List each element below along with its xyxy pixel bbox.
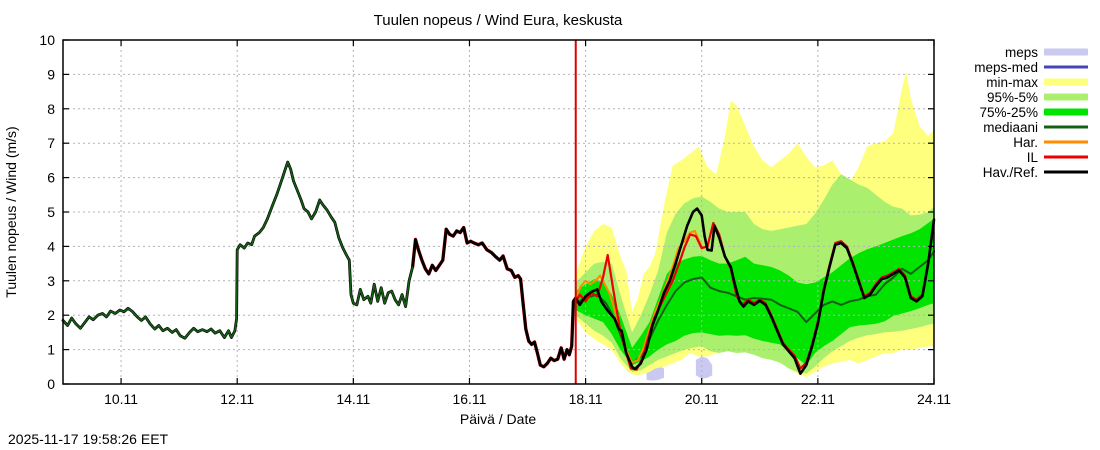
- legend-swatch-meps: [1044, 48, 1088, 56]
- legend-label-meps-med: meps-med: [974, 60, 1038, 75]
- y-tick-label: 4: [47, 238, 55, 254]
- x-tick-label: 18.11: [569, 391, 603, 407]
- band-75%-25%: [575, 218, 934, 366]
- x-tick-label: 16.11: [452, 391, 486, 407]
- y-tick-label: 1: [47, 342, 55, 358]
- legend-swatch-75%-25%: [1044, 108, 1088, 116]
- y-axis-title: Tuulen nopeus / Wind (m/s): [3, 126, 19, 297]
- series-havainto: [61, 160, 578, 369]
- x-axis-title: Päivä / Date: [460, 411, 536, 427]
- legend-label-Har.: Har.: [1013, 135, 1038, 150]
- line-layer: [61, 40, 936, 384]
- y-tick-label: 8: [47, 101, 55, 117]
- legend: mepsmeps-medmin-max95%-5%75%-25%mediaani…: [974, 45, 1088, 180]
- legend-label-95%-5%: 95%-5%: [987, 90, 1038, 105]
- legend-swatch-min-max: [1044, 78, 1088, 86]
- axis-frame-layer: [62, 39, 935, 385]
- y-tick-label: 2: [47, 307, 55, 323]
- y-tick-label: 6: [47, 170, 55, 186]
- x-tick-label: 10.11: [104, 391, 138, 407]
- series-ref: [574, 207, 936, 376]
- series-il-past: [410, 225, 578, 369]
- legend-label-75%-25%: 75%-25%: [979, 105, 1038, 120]
- series-mediaani-past: [62, 161, 414, 340]
- legend-swatch-95%-5%: [1044, 93, 1088, 101]
- y-tick-label: 5: [47, 204, 55, 220]
- x-tick-label: 12.11: [220, 391, 254, 407]
- legend-label-IL: IL: [1027, 150, 1039, 165]
- plot-timestamp: 2025-11-17 19:58:26 EET: [8, 431, 169, 447]
- legend-label-Hav./Ref.: Hav./Ref.: [983, 165, 1038, 180]
- legend-label-meps: meps: [1005, 45, 1038, 60]
- x-tick-label: 20.11: [685, 391, 719, 407]
- y-tick-label: 0: [47, 376, 55, 392]
- band-meps: [695, 356, 713, 379]
- y-tick-label: 7: [47, 135, 55, 151]
- band-layer: [575, 71, 934, 381]
- legend-label-min-max: min-max: [986, 75, 1038, 90]
- y-tick-label: 3: [47, 273, 55, 289]
- x-tick-label: 14.11: [336, 391, 370, 407]
- y-tick-label: 10: [39, 32, 55, 48]
- x-tick-label: 22.11: [801, 391, 835, 407]
- tick-label-layer: 10.11 12.11 14.11 16.11 18.11 20.11 22.11 24.11…: [39, 32, 951, 407]
- x-tick-label: 24.11: [917, 391, 951, 407]
- legend-label-mediaani: mediaani: [983, 120, 1038, 135]
- chart-title: Tuulen nopeus / Wind Eura, keskusta: [374, 12, 623, 29]
- y-tick-label: 9: [47, 66, 55, 82]
- grid-layer: [63, 40, 934, 384]
